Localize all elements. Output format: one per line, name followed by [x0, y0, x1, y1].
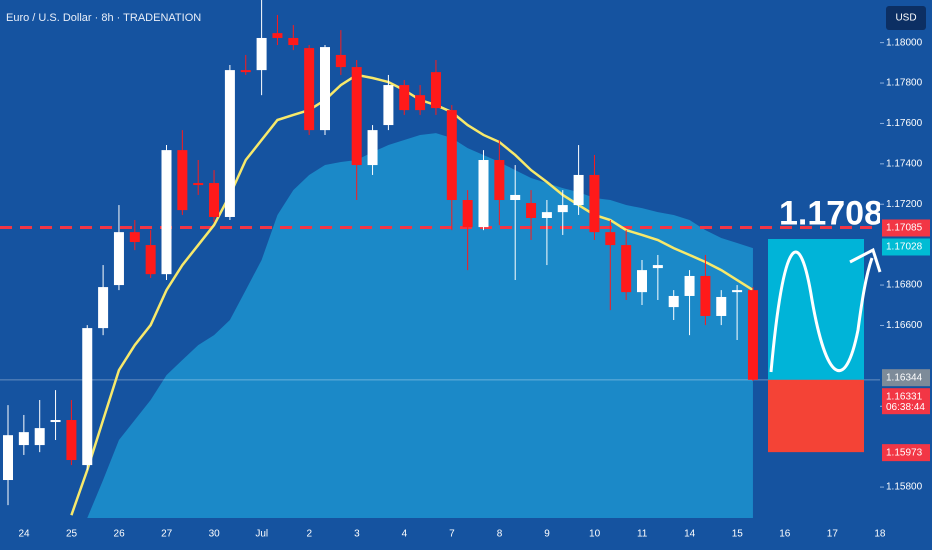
candle-body: [82, 328, 93, 466]
x-tick-label: 16: [779, 529, 791, 540]
candle-body: [351, 67, 362, 166]
candle-body: [716, 296, 727, 316]
price-label-bg: [882, 369, 930, 387]
x-tick-label: 7: [449, 529, 455, 540]
candle-body: [193, 183, 204, 186]
candle-body: [272, 33, 283, 38]
projection-arrow: [849, 247, 882, 273]
candle-body: [66, 420, 77, 461]
candle-body: [668, 295, 679, 308]
x-tick-label: 11: [637, 529, 648, 540]
candle-body: [557, 205, 568, 213]
candle-body: [684, 275, 695, 296]
candle-body: [18, 432, 29, 446]
candle-body: [478, 160, 489, 228]
candle-body: [145, 245, 156, 275]
candle-body: [256, 37, 267, 71]
candle-body: [3, 435, 13, 481]
countdown-label: 06:38:44: [886, 402, 925, 413]
candle-body: [430, 72, 441, 109]
currency-button[interactable]: [886, 6, 926, 30]
candle-body: [732, 290, 743, 293]
price-label: 1.17085: [886, 223, 923, 234]
candle-body: [209, 183, 220, 217]
y-tick-label: 1.17800: [886, 78, 923, 89]
candle-body: [462, 200, 473, 228]
candle-body: [113, 232, 124, 286]
x-tick-label: 15: [732, 529, 744, 540]
x-tick-label: 30: [209, 529, 221, 540]
annotation: 1.1708: [779, 194, 883, 232]
price-label: 1.15973: [886, 447, 923, 458]
y-tick-label: 1.18000: [886, 37, 923, 48]
x-tick-label: 24: [18, 529, 30, 540]
y-tick-label: 1.17200: [886, 199, 923, 210]
candle-body: [510, 194, 521, 201]
candle-body: [240, 70, 251, 73]
candle-body: [383, 85, 394, 126]
price-label: 1.16331: [886, 391, 923, 402]
price-label: 1.16344: [886, 372, 923, 383]
price-label-bg: [882, 219, 930, 237]
candle-body: [177, 150, 188, 211]
candle-body: [637, 270, 647, 293]
candle-body: [367, 130, 378, 166]
candle-body: [50, 420, 61, 423]
candle-body: [304, 48, 315, 131]
projection-up-box: [768, 238, 864, 380]
candle-body: [573, 174, 584, 206]
chart-title: Euro / U.S. Dollar · 8h · TRADENATION: [6, 12, 201, 24]
x-tick-label: 2: [307, 529, 313, 540]
projection-down-box: [768, 379, 864, 453]
x-tick-label: 8: [497, 529, 503, 540]
candle-body: [415, 95, 426, 111]
candle-body: [494, 160, 505, 201]
candle-body: [288, 37, 299, 46]
x-tick-label: 18: [874, 529, 886, 540]
moving-average: [70, 73, 754, 516]
price-label-bg: [882, 388, 930, 415]
candle-body: [129, 232, 140, 243]
candle-body: [589, 174, 600, 233]
candle-body: [605, 232, 616, 246]
x-tick-label: 14: [684, 529, 696, 540]
candle-body: [747, 290, 758, 380]
y-tick-label: 1.15800: [886, 482, 923, 493]
x-tick-label: 4: [402, 529, 408, 540]
projection-curve: [769, 250, 874, 373]
candle-body: [34, 428, 45, 446]
x-tick-label: 27: [161, 529, 173, 540]
x-tick-label: 25: [66, 529, 78, 540]
candle-body: [399, 85, 410, 111]
candle-body: [98, 287, 109, 329]
candle-body: [652, 265, 663, 269]
x-tick-label: Jul: [255, 529, 268, 540]
price-label: 1.17028: [886, 242, 923, 253]
candle-body: [700, 275, 711, 316]
y-tick-label: 1.17400: [886, 158, 923, 169]
x-tick-label: 17: [827, 529, 839, 540]
y-tick-label: 1.17600: [886, 118, 923, 129]
candle-body: [446, 110, 457, 201]
candle-body: [621, 245, 632, 293]
candle-body: [161, 150, 172, 275]
x-tick-label: 3: [354, 529, 360, 540]
candle-body: [335, 54, 346, 68]
area-indicator: [87, 133, 753, 518]
candle-body: [541, 212, 552, 218]
candle-body: [320, 47, 330, 131]
x-tick-label: 9: [544, 529, 550, 540]
x-tick-label: 26: [114, 529, 126, 540]
y-tick-label: 1.16800: [886, 280, 923, 291]
y-tick-label: 1.16600: [886, 320, 923, 331]
price-label-bg: [882, 238, 930, 256]
x-tick-label: 10: [589, 529, 601, 540]
price-label-bg: [882, 444, 930, 462]
currency-label[interactable]: USD: [895, 13, 916, 24]
candle-body: [224, 70, 235, 217]
candle-body: [526, 203, 537, 218]
